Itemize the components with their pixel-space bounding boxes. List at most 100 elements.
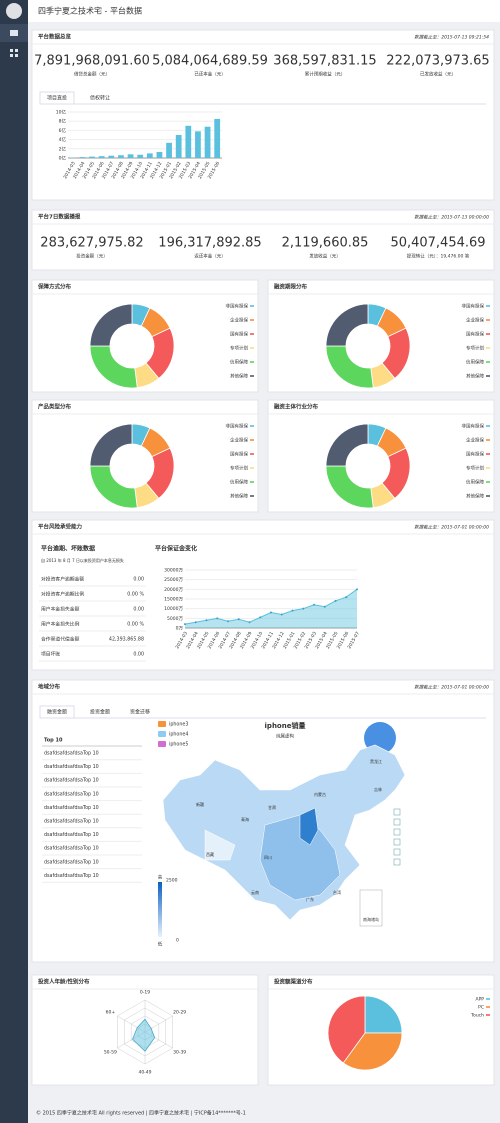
map-region bbox=[204, 829, 236, 861]
legend-label: 非国有担保 bbox=[226, 423, 249, 430]
panel bbox=[31, 519, 495, 671]
sidebar bbox=[0, 0, 28, 1123]
row-value: 0.00 bbox=[133, 607, 144, 613]
stat-value: 5,084,064,689.59 bbox=[152, 54, 268, 69]
stat-value: 2,119,660.85 bbox=[282, 236, 369, 251]
legend-label: PC bbox=[478, 1005, 484, 1011]
point bbox=[216, 617, 219, 620]
point bbox=[205, 619, 208, 622]
legend-label: Touch bbox=[470, 1013, 484, 1019]
y-tick-label: 8亿 bbox=[59, 118, 67, 125]
legend-label: 企业担保 bbox=[466, 437, 484, 444]
province-label: 西藏 bbox=[206, 851, 214, 857]
slice bbox=[89, 423, 133, 467]
y-tick-label: 4亿 bbox=[59, 136, 67, 143]
south-sea-box bbox=[359, 889, 383, 927]
slice bbox=[325, 303, 369, 347]
province-label: 云南 bbox=[251, 889, 259, 895]
tab[interactable]: 资金迁移 bbox=[130, 709, 150, 716]
y-tick-label: 20000万 bbox=[164, 587, 183, 593]
bar bbox=[195, 131, 201, 158]
nav-icon bbox=[15, 49, 18, 52]
legend-swatch bbox=[486, 1014, 490, 1016]
legend-swatch bbox=[250, 425, 254, 427]
legend-label: 国有担保 bbox=[230, 451, 248, 458]
legend-label: 专项计划 bbox=[466, 345, 484, 352]
row-value: 0.00 % bbox=[127, 592, 144, 598]
row-value: 42,393,865.88 bbox=[109, 637, 144, 643]
legend-swatch bbox=[486, 1006, 490, 1008]
slice bbox=[364, 995, 403, 1034]
tool-icon[interactable] bbox=[393, 848, 401, 856]
top-bar bbox=[28, 0, 500, 22]
map-subtitle: 纯属虚构 bbox=[276, 733, 294, 740]
point bbox=[270, 611, 272, 614]
row-label: 对投资客户逾期比例 bbox=[41, 591, 84, 598]
panel-title: 融资期限分布 bbox=[274, 283, 308, 291]
bar bbox=[166, 142, 172, 158]
legend-swatch bbox=[158, 731, 166, 737]
row-label: 用户本金损失金额 bbox=[41, 606, 80, 613]
legend-swatch bbox=[486, 347, 490, 349]
visual-map-max: 2500 bbox=[166, 878, 178, 884]
legend-swatch bbox=[486, 305, 490, 307]
table-row: dsafdsafdsafdsaTop 10 bbox=[44, 873, 99, 879]
legend-swatch bbox=[486, 998, 490, 1000]
nav-icon bbox=[15, 54, 18, 57]
legend-swatch bbox=[486, 439, 490, 441]
tab[interactable]: 债权转让 bbox=[90, 95, 110, 102]
legend-swatch bbox=[486, 361, 490, 363]
legend-label: 信用保障 bbox=[230, 479, 248, 486]
legend-label: 专项计划 bbox=[230, 465, 248, 472]
bar bbox=[204, 126, 211, 158]
bar bbox=[89, 156, 95, 158]
province-label: 黑龙江 bbox=[370, 758, 382, 764]
radar-label: 40-49 bbox=[138, 1070, 151, 1076]
nav-icon[interactable] bbox=[10, 49, 13, 52]
panel-title: 投资额渠道分布 bbox=[274, 978, 313, 986]
tool-icon[interactable] bbox=[393, 808, 401, 816]
logo[interactable] bbox=[6, 3, 22, 19]
legend-label: 国有担保 bbox=[230, 331, 248, 338]
tool-icon[interactable] bbox=[393, 828, 401, 836]
panel-updated: 数据截止至：2015-07-01 00:00:00 bbox=[414, 525, 489, 531]
stat-label: 投资金额（元） bbox=[76, 253, 108, 260]
legend-swatch bbox=[250, 495, 254, 497]
y-tick-label: 6亿 bbox=[59, 127, 67, 134]
point bbox=[280, 613, 283, 616]
stat-label: 借贷总金额（元） bbox=[74, 71, 110, 78]
province-label: 青海 bbox=[241, 816, 249, 822]
stat-value: 222,073,973.65 bbox=[386, 54, 489, 69]
panel-title: 平台7日数据播报 bbox=[38, 213, 81, 221]
radar-series bbox=[132, 1018, 156, 1052]
nav-icon bbox=[10, 30, 18, 36]
table-row: dsafdsafdsafdsaTop 10 bbox=[44, 764, 99, 770]
tab[interactable]: 投资金额 bbox=[90, 709, 110, 716]
stat-value: 7,891,968,091.60 bbox=[34, 54, 150, 69]
tab[interactable]: 项目直投 bbox=[47, 95, 67, 102]
bar bbox=[118, 155, 124, 158]
province-label: 四川 bbox=[264, 855, 272, 860]
province-label: 新疆 bbox=[196, 801, 204, 807]
bar bbox=[79, 157, 86, 158]
tab[interactable]: 融资金额 bbox=[47, 709, 67, 716]
point bbox=[356, 588, 358, 591]
row-label: 合作渠道代偿金额 bbox=[41, 636, 80, 643]
tool-icon[interactable] bbox=[393, 818, 401, 826]
legend-swatch bbox=[250, 481, 254, 483]
y-tick-label: 0万 bbox=[176, 626, 184, 632]
point bbox=[323, 605, 326, 608]
y-tick-label: 0亿 bbox=[59, 155, 67, 162]
table-row: dsafdsafdsafdsaTop 10 bbox=[44, 859, 99, 865]
bar bbox=[156, 152, 163, 158]
legend-label: 其他保障 bbox=[230, 373, 248, 380]
visual-map bbox=[158, 882, 162, 937]
legend-swatch bbox=[486, 481, 490, 483]
radar-label: 50-59 bbox=[104, 1050, 117, 1056]
tool-icon[interactable] bbox=[393, 838, 401, 846]
radar-label: 20-29 bbox=[173, 1010, 186, 1016]
tool-icon[interactable] bbox=[393, 858, 401, 866]
legend-label: 非国有担保 bbox=[462, 423, 485, 430]
legend-swatch bbox=[486, 467, 490, 469]
